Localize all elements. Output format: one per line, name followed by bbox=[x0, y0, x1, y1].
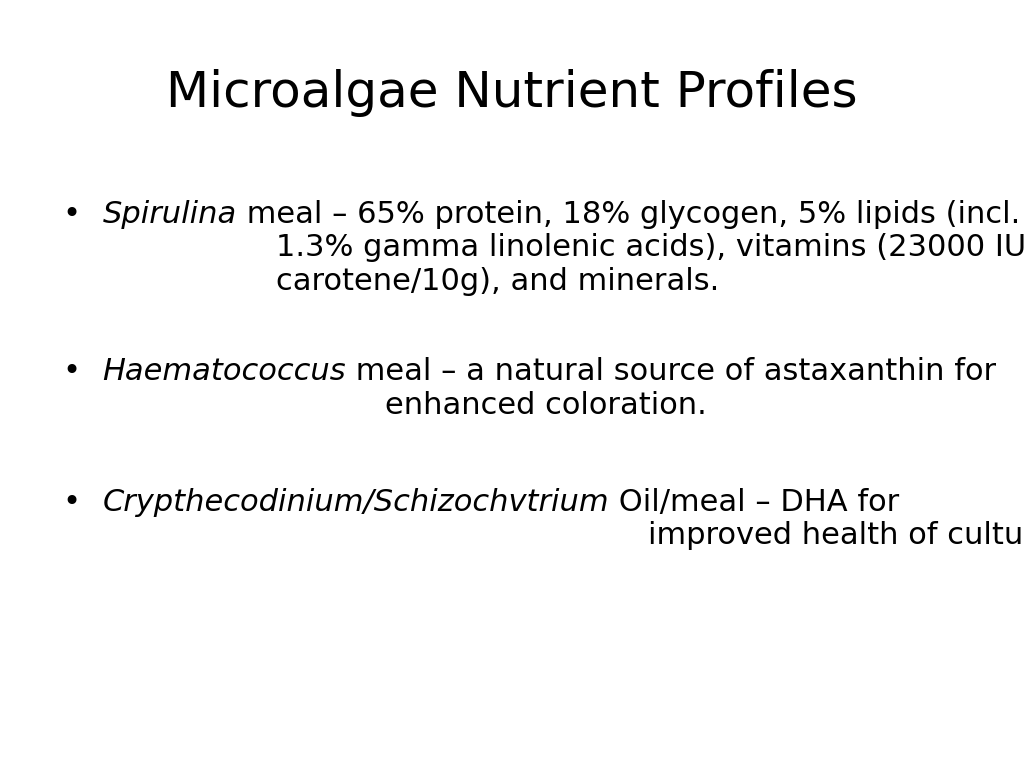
Text: Crypthecodinium/Schizochvtrium: Crypthecodinium/Schizochvtrium bbox=[102, 488, 609, 517]
Text: Spirulina: Spirulina bbox=[102, 200, 237, 229]
Text: Oil/meal – DHA for
    improved health of cultured species and humans.: Oil/meal – DHA for improved health of cu… bbox=[609, 488, 1024, 551]
Text: Microalgae Nutrient Profiles: Microalgae Nutrient Profiles bbox=[166, 69, 858, 118]
Text: •: • bbox=[62, 488, 81, 517]
Text: •: • bbox=[62, 200, 81, 229]
Text: meal – 65% protein, 18% glycogen, 5% lipids (incl.
    1.3% gamma linolenic acid: meal – 65% protein, 18% glycogen, 5% lip… bbox=[237, 200, 1024, 296]
Text: Haematococcus: Haematococcus bbox=[102, 357, 346, 386]
Text: meal – a natural source of astaxanthin for
    enhanced coloration.: meal – a natural source of astaxanthin f… bbox=[346, 357, 996, 420]
Text: •: • bbox=[62, 357, 81, 386]
